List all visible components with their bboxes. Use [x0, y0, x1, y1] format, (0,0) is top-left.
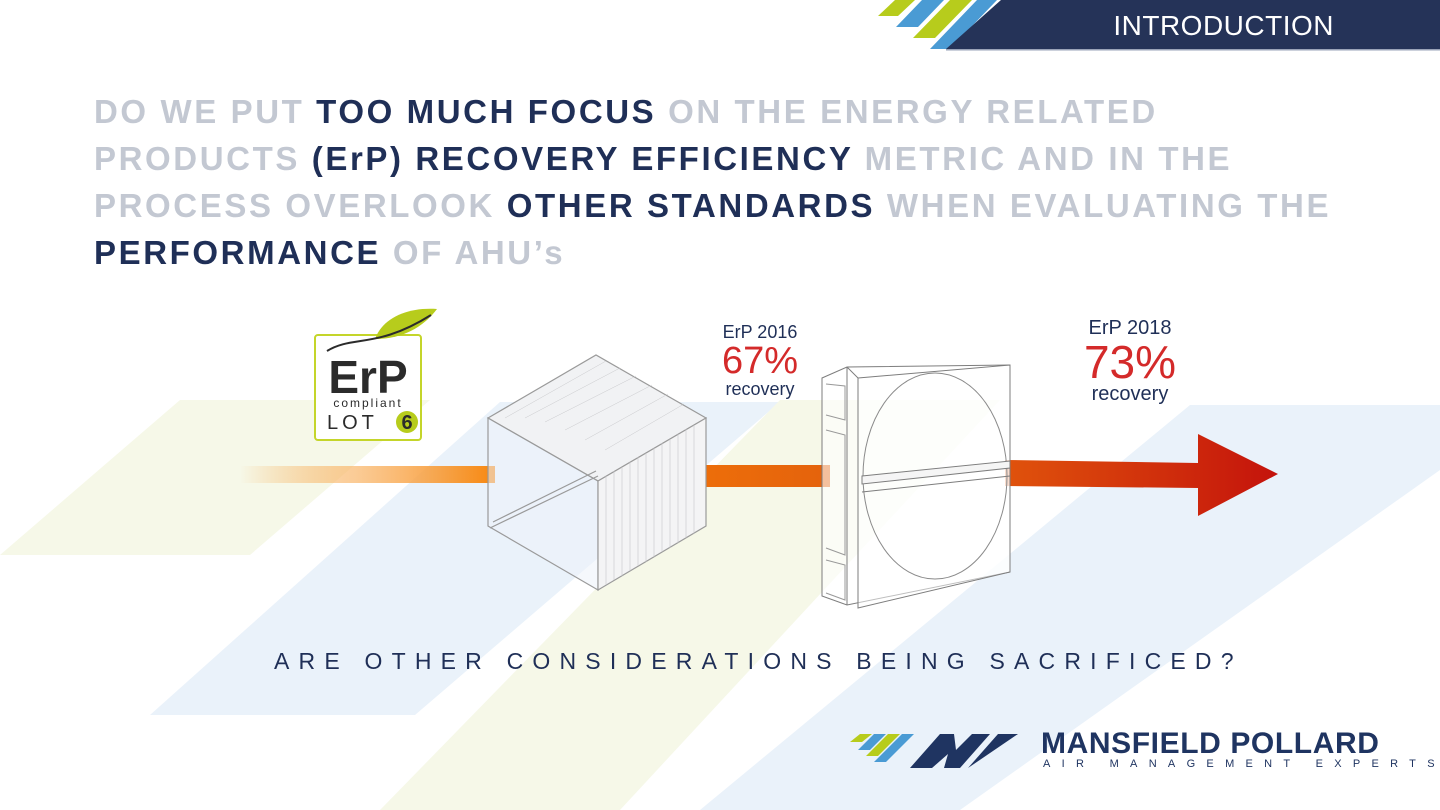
headline-emphasis: PERFORMANCE — [94, 234, 382, 271]
mp-logo-mark-icon — [850, 734, 1018, 768]
erp-badge-subtitle: compliant — [333, 396, 402, 410]
headline-segment: DO WE PUT — [94, 93, 317, 130]
headline-emphasis: OTHER STANDARDS — [506, 187, 876, 224]
company-tagline: AIR MANAGEMENT EXPERTS — [1043, 758, 1440, 770]
erp-compliant-lot6-badge: ErP compliant LOT 6 — [314, 308, 437, 441]
erp-badge-title: ErP — [328, 351, 407, 403]
thermal-wheel-illustration — [821, 364, 1011, 609]
erp-2018-stat: ErP 2018 73% recovery — [1060, 317, 1200, 405]
headline-emphasis: (ErP) RECOVERY EFFICIENCY — [311, 140, 853, 177]
stat-value: 73% — [1083, 336, 1177, 388]
stat-label: ErP 2016 — [722, 322, 798, 342]
headline-emphasis: TOO MUCH FOCUS — [316, 93, 657, 130]
header-stripes-icon — [878, 0, 997, 49]
output-airflow-arrow — [1005, 434, 1278, 516]
erp-badge-lot-number: 6 — [401, 412, 412, 434]
headline-segment: METRIC AND IN THE PROCESS OVERLOOK — [94, 140, 1233, 224]
incoming-airflow-arrow — [240, 466, 495, 483]
middle-airflow-arrow — [690, 465, 830, 487]
headline-segment: OF AHU’s — [381, 234, 566, 271]
sacrifice-question: ARE OTHER CONSIDERATIONS BEING SACRIFICE… — [274, 648, 1243, 674]
headline-question: DO WE PUT TOO MUCH FOCUS ON THE ENERGY R… — [94, 88, 1354, 276]
mansfield-pollard-logo: MANSFIELD POLLARD AIR MANAGEMENT EXPERTS — [848, 727, 1435, 776]
section-title: INTRODUCTION — [1113, 10, 1334, 41]
company-name: MANSFIELD POLLARD — [1041, 727, 1380, 760]
plate-heat-exchanger-illustration — [486, 354, 708, 592]
stat-value: 67% — [721, 340, 799, 382]
leaf-icon — [375, 308, 437, 339]
stat-label: ErP 2018 — [1088, 317, 1172, 339]
headline-segment: WHEN EVALUATING THE — [875, 187, 1332, 224]
stat-caption: recovery — [725, 379, 795, 399]
header-bar — [878, 0, 1440, 51]
headline-segment: ON THE ENERGY RELATED PRODUCTS — [94, 93, 1158, 177]
erp-badge-lot-label: LOT — [327, 412, 378, 434]
erp-2016-stat: ErP 2016 67% recovery — [700, 322, 820, 398]
stat-caption: recovery — [1091, 383, 1169, 405]
